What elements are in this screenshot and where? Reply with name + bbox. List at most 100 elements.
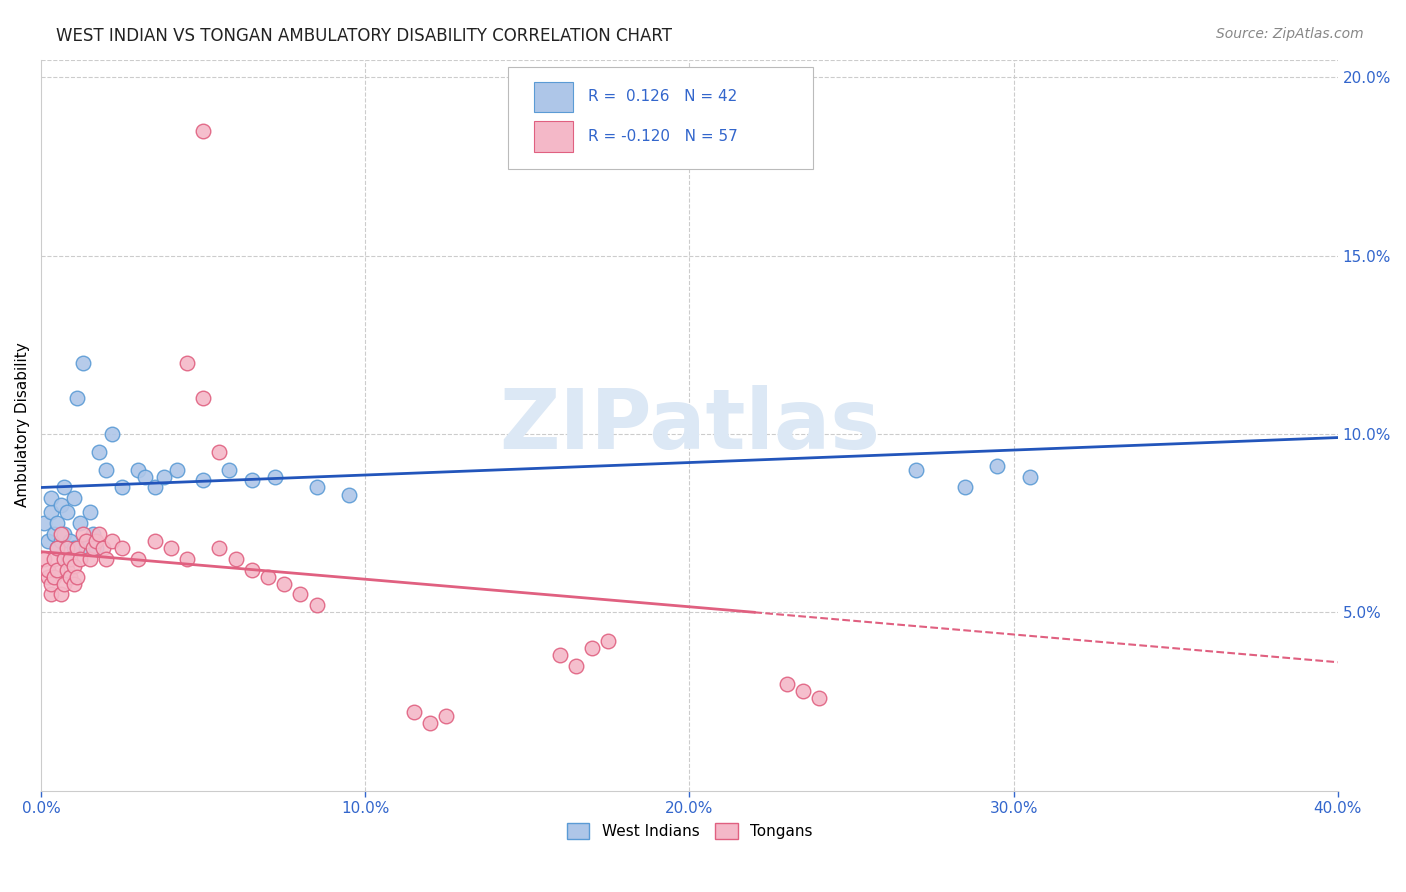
Point	[66, 392, 89, 406]
Point	[59, 569, 82, 583]
Point	[46, 541, 69, 555]
Point	[94, 551, 117, 566]
Point	[42, 526, 65, 541]
FancyBboxPatch shape	[508, 67, 813, 169]
Point	[419, 715, 441, 730]
Point	[905, 463, 928, 477]
Point	[84, 533, 107, 548]
Point	[62, 541, 84, 555]
Point	[166, 463, 188, 477]
Point	[305, 598, 328, 612]
Point	[59, 551, 82, 566]
Point	[39, 587, 62, 601]
Point	[49, 526, 72, 541]
Point	[548, 648, 571, 662]
Point	[159, 541, 181, 555]
Point	[46, 562, 69, 576]
Point	[59, 533, 82, 548]
Text: R =  0.126   N = 42: R = 0.126 N = 42	[588, 89, 738, 104]
Point	[776, 676, 799, 690]
Point	[986, 459, 1008, 474]
Point	[69, 551, 91, 566]
Point	[82, 541, 104, 555]
Point	[56, 541, 79, 555]
Point	[39, 505, 62, 519]
Point	[193, 474, 215, 488]
Point	[62, 576, 84, 591]
Point	[49, 587, 72, 601]
Point	[101, 533, 124, 548]
Point	[434, 708, 457, 723]
Point	[62, 491, 84, 506]
Point	[240, 474, 263, 488]
Point	[34, 516, 56, 530]
Point	[79, 505, 101, 519]
Point	[82, 526, 104, 541]
Point	[49, 533, 72, 548]
Point	[218, 463, 240, 477]
Point	[46, 516, 69, 530]
Point	[72, 526, 94, 541]
Point	[263, 470, 285, 484]
Point	[290, 587, 312, 601]
Point	[208, 541, 231, 555]
Point	[62, 558, 84, 573]
Point	[143, 533, 166, 548]
Point	[56, 505, 79, 519]
Point	[52, 551, 75, 566]
Text: ZIPatlas: ZIPatlas	[499, 384, 880, 466]
Point	[39, 491, 62, 506]
Point	[66, 541, 89, 555]
Point	[792, 683, 814, 698]
Point	[337, 488, 360, 502]
Point	[42, 551, 65, 566]
Point	[402, 705, 425, 719]
Point	[565, 658, 588, 673]
Point	[56, 551, 79, 566]
Point	[42, 569, 65, 583]
Text: R = -0.120   N = 57: R = -0.120 N = 57	[588, 128, 738, 144]
Text: WEST INDIAN VS TONGAN AMBULATORY DISABILITY CORRELATION CHART: WEST INDIAN VS TONGAN AMBULATORY DISABIL…	[56, 27, 672, 45]
Point	[127, 551, 149, 566]
Point	[176, 356, 198, 370]
Point	[89, 526, 111, 541]
Point	[598, 633, 620, 648]
Point	[225, 551, 247, 566]
Point	[808, 690, 831, 705]
Point	[56, 562, 79, 576]
Point	[273, 576, 295, 591]
Point	[76, 541, 98, 555]
Point	[89, 445, 111, 459]
Point	[208, 445, 231, 459]
Point	[84, 541, 107, 555]
Point	[305, 481, 328, 495]
Point	[134, 470, 156, 484]
Point	[69, 516, 91, 530]
FancyBboxPatch shape	[534, 81, 572, 112]
Point	[94, 463, 117, 477]
Point	[1018, 470, 1040, 484]
Point	[79, 551, 101, 566]
Point	[127, 463, 149, 477]
Point	[76, 533, 98, 548]
Point	[176, 551, 198, 566]
Point	[111, 481, 134, 495]
Point	[193, 392, 215, 406]
Point	[257, 569, 280, 583]
Point	[111, 541, 134, 555]
Point	[52, 481, 75, 495]
Point	[52, 526, 75, 541]
Point	[37, 533, 59, 548]
Point	[143, 481, 166, 495]
Text: Source: ZipAtlas.com: Source: ZipAtlas.com	[1216, 27, 1364, 41]
Point	[34, 551, 56, 566]
Point	[953, 481, 976, 495]
Point	[66, 569, 89, 583]
Point	[581, 640, 603, 655]
Point	[37, 562, 59, 576]
Point	[46, 541, 69, 555]
Point	[153, 470, 176, 484]
Point	[101, 427, 124, 442]
Point	[52, 576, 75, 591]
Point	[49, 498, 72, 512]
